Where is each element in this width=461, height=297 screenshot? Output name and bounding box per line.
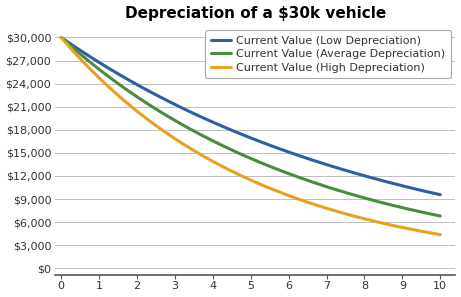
Current Value (Average Depreciation): [241, 154, 246, 157]
Current Value (High Depreciation): [264, 185, 269, 189]
Current Value (Average Depreciation): [59, 36, 64, 39]
Current Value (High Depreciation): [428, 231, 434, 235]
Current Value (High Depreciation): [284, 193, 290, 197]
Current Value (Average Depreciation): [369, 198, 375, 202]
Current Value (Low Depreciation): [264, 142, 269, 146]
Current Value (Low Depreciation): [437, 193, 443, 197]
Current Value (High Depreciation): [369, 219, 375, 222]
Line: Current Value (Low Depreciation): Current Value (Low Depreciation): [61, 37, 440, 195]
Current Value (Low Depreciation): [241, 133, 246, 137]
Current Value (High Depreciation): [241, 175, 246, 178]
Current Value (Average Depreciation): [437, 214, 443, 218]
Current Value (Average Depreciation): [264, 163, 269, 167]
Legend: Current Value (Low Depreciation), Current Value (Average Depreciation), Current : Current Value (Low Depreciation), Curren…: [205, 30, 451, 78]
Title: Depreciation of a $30k vehicle: Depreciation of a $30k vehicle: [125, 6, 386, 20]
Current Value (Low Depreciation): [284, 150, 290, 153]
Current Value (High Depreciation): [59, 36, 64, 39]
Current Value (Low Depreciation): [59, 36, 64, 39]
Current Value (High Depreciation): [238, 174, 244, 178]
Current Value (Low Depreciation): [238, 132, 244, 136]
Current Value (Average Depreciation): [284, 171, 290, 175]
Line: Current Value (Average Depreciation): Current Value (Average Depreciation): [61, 37, 440, 216]
Current Value (Average Depreciation): [238, 152, 244, 156]
Line: Current Value (High Depreciation): Current Value (High Depreciation): [61, 37, 440, 235]
Current Value (Low Depreciation): [428, 191, 434, 195]
Current Value (High Depreciation): [437, 233, 443, 236]
Current Value (Low Depreciation): [369, 176, 375, 180]
Current Value (Average Depreciation): [428, 212, 434, 216]
